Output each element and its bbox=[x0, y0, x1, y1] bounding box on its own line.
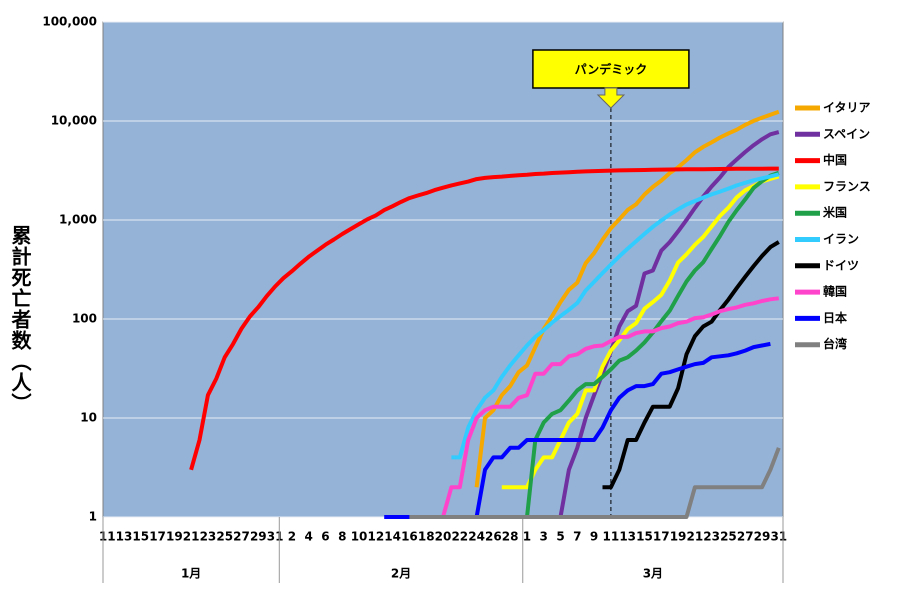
y-tick-label: 1,000 bbox=[59, 213, 97, 227]
y-axis-label: 累計死亡者数（人） bbox=[8, 225, 32, 414]
x-tick-label: 8 bbox=[338, 530, 346, 544]
plot-area bbox=[102, 21, 784, 518]
y-tick-label: 1 bbox=[89, 510, 97, 524]
x-tick-label: 27 bbox=[737, 530, 754, 544]
x-tick-label: 28 bbox=[502, 530, 519, 544]
month-label: 1月 bbox=[181, 567, 201, 581]
x-tick-label: 10 bbox=[351, 530, 368, 544]
legend-label: 中国 bbox=[823, 152, 847, 167]
x-tick-label: 19 bbox=[670, 530, 687, 544]
x-tick-label: 11 bbox=[603, 530, 620, 544]
y-tick-label: 10 bbox=[80, 411, 97, 425]
y-tick-label: 10,000 bbox=[51, 114, 97, 128]
annotation-box bbox=[532, 49, 690, 89]
annotation-arrow bbox=[596, 87, 626, 109]
series-line bbox=[451, 172, 780, 460]
x-tick-label: 17 bbox=[653, 530, 670, 544]
month-label: 2月 bbox=[391, 567, 411, 581]
x-tick-label: 1 bbox=[523, 530, 531, 544]
x-tick-label: 3 bbox=[540, 530, 548, 544]
x-tick-label: 21 bbox=[687, 530, 704, 544]
x-tick-label: 31 bbox=[770, 530, 787, 544]
month-label: 3月 bbox=[643, 567, 663, 581]
legend-label: 韓国 bbox=[823, 284, 847, 299]
x-tick-label: 15 bbox=[132, 530, 149, 544]
x-tick-label: 9 bbox=[590, 530, 598, 544]
x-tick-label: 18 bbox=[418, 530, 435, 544]
x-tick-label: 7 bbox=[573, 530, 581, 544]
x-tick-label: 15 bbox=[636, 530, 653, 544]
series-line bbox=[501, 174, 780, 490]
legend-label: イタリア bbox=[823, 101, 871, 115]
x-tick-label: 22 bbox=[451, 530, 468, 544]
y-tick-label: 100,000 bbox=[42, 15, 97, 29]
x-tick-label: 25 bbox=[216, 530, 233, 544]
x-tick-label: 21 bbox=[183, 530, 200, 544]
legend-label: 米国 bbox=[823, 205, 847, 220]
legend-label: 日本 bbox=[823, 310, 847, 325]
x-tick-label: 26 bbox=[485, 530, 502, 544]
x-tick-label: 19 bbox=[166, 530, 183, 544]
x-tick-label: 31 bbox=[267, 530, 284, 544]
x-tick-label: 11 bbox=[99, 530, 116, 544]
x-tick-label: 24 bbox=[468, 530, 485, 544]
x-tick-label: 25 bbox=[720, 530, 737, 544]
x-tick-label: 13 bbox=[116, 530, 133, 544]
x-tick-label: 27 bbox=[233, 530, 250, 544]
x-tick-label: 23 bbox=[703, 530, 720, 544]
legend-label: スペイン bbox=[823, 127, 870, 141]
legend-label: ドイツ bbox=[823, 258, 859, 272]
legend-label: フランス bbox=[823, 179, 871, 193]
legend-label: イラン bbox=[823, 232, 859, 246]
series-line bbox=[409, 447, 781, 519]
x-tick-label: 5 bbox=[556, 530, 564, 544]
series-line bbox=[602, 240, 780, 490]
x-tick-label: 4 bbox=[304, 530, 312, 544]
x-tick-label: 23 bbox=[200, 530, 217, 544]
x-tick-label: 13 bbox=[619, 530, 636, 544]
annotation-text: パンデミック bbox=[575, 62, 648, 77]
x-tick-label: 14 bbox=[384, 530, 401, 544]
series-line bbox=[474, 109, 780, 488]
x-tick-label: 29 bbox=[250, 530, 267, 544]
y-tick-label: 100 bbox=[72, 312, 97, 326]
x-tick-label: 12 bbox=[367, 530, 384, 544]
x-tick-label: 20 bbox=[435, 530, 452, 544]
x-tick-label: 29 bbox=[754, 530, 771, 544]
x-tick-label: 16 bbox=[401, 530, 418, 544]
series-line bbox=[189, 166, 779, 471]
x-tick-label: 6 bbox=[321, 530, 329, 544]
x-tick-label: 2 bbox=[288, 530, 296, 544]
x-tick-label: 17 bbox=[149, 530, 166, 544]
legend-label: 台湾 bbox=[823, 336, 847, 351]
series-line bbox=[441, 296, 780, 518]
